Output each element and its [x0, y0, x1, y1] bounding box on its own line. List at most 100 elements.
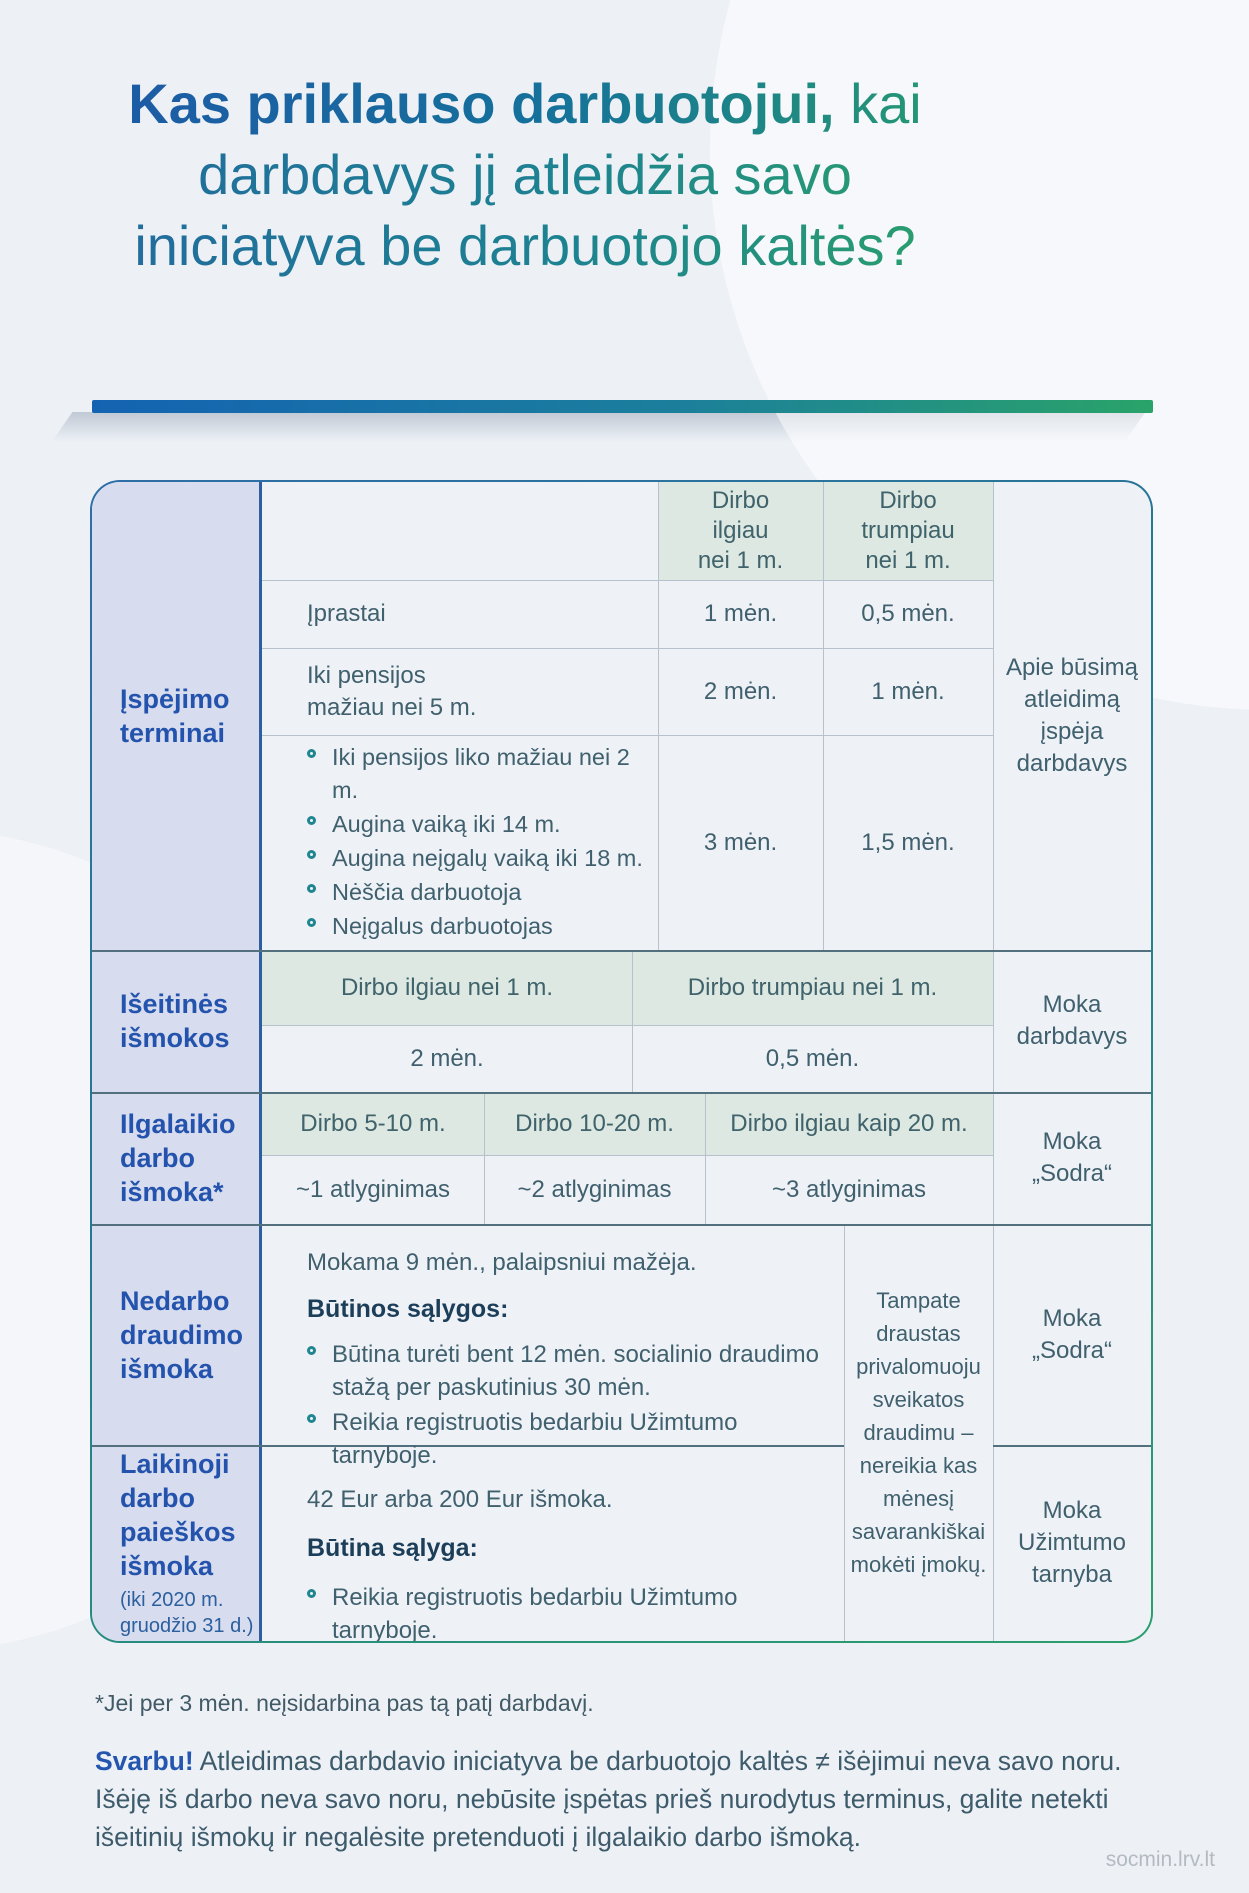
label-column-background: [92, 482, 259, 1641]
unemployment-content: Mokama 9 mėn., palaipsniui mažėja. Būtin…: [307, 1246, 837, 1474]
list-item: Reikia registruotis bedarbiu Užimtumo ta…: [307, 1406, 837, 1472]
severance-header-shorter: Dirbo trumpiau nei 1 m.: [687, 973, 938, 1001]
list-item: Reikia registruotis bedarbiu Užimtumo ta…: [307, 1581, 837, 1641]
section-divider: [92, 1445, 844, 1447]
unemployment-payer: Moka „Sodra“: [1031, 1304, 1113, 1364]
bullet-ring-icon: [307, 884, 316, 893]
grid-line: [658, 482, 659, 950]
title-line-3: iniciatyva be darbuotojo kaltės?: [0, 210, 1050, 281]
jobsearch-conditions-list: Reikia registruotis bedarbiu Užimtumo ta…: [307, 1581, 837, 1641]
title-line-1-bold: Kas priklauso darbuotojui,: [128, 72, 835, 135]
special-cases-list: Iki pensijos liko mažiau nei 2 m. Augina …: [307, 735, 662, 950]
title-line-1: Kas priklauso darbuotojui, kai: [0, 68, 1050, 139]
row-usual-label: Įprastai: [307, 600, 386, 627]
important-text: Atleidimas darbdavio iniciatyva be darbu…: [95, 1746, 1122, 1852]
grid-line: [262, 648, 993, 649]
benefits-table-inner: Įspėjimo terminai Dirbo ilgiau nei 1 m. …: [92, 482, 1151, 1641]
section-divider: [92, 950, 1151, 952]
list-item-text: Augina vaiką iki 14 m.: [332, 811, 561, 837]
grid-line: [823, 482, 824, 950]
grid-line: [262, 580, 993, 581]
benefits-table: Įspėjimo terminai Dirbo ilgiau nei 1 m. …: [90, 480, 1153, 1643]
jobsearch-intro: 42 Eur arba 200 Eur išmoka.: [307, 1486, 613, 1513]
severance-value-longer: 2 mėn.: [410, 1044, 484, 1072]
list-item-text: Reikia registruotis bedarbiu Užimtumo ta…: [332, 1409, 738, 1469]
longterm-value-2: ~2 atlyginimas: [517, 1175, 672, 1203]
bullet-ring-icon: [307, 1414, 316, 1423]
list-item-text: Neįgalus darbuotojas: [332, 913, 553, 939]
header-bg-longterm-1: [262, 1092, 484, 1155]
row-usual-value-longer: 1 mėn.: [703, 600, 778, 627]
longterm-value-3: ~3 atlyginimas: [771, 1175, 927, 1203]
list-item: Augina neįgalų vaiką iki 18 m.: [307, 842, 662, 875]
list-item-text: Būtina turėti bent 12 mėn. socialinio dr…: [332, 1341, 819, 1401]
severance-payer: Moka darbdavys: [1016, 991, 1128, 1050]
section-divider: [993, 1445, 1151, 1447]
list-item-text: Augina neįgalų vaiką iki 18 m.: [332, 845, 643, 871]
severance-header-longer: Dirbo ilgiau nei 1 m.: [340, 973, 554, 1001]
jobsearch-label-note: (iki 2020 m. gruodžio 31 d.): [120, 1589, 254, 1637]
list-item: Iki pensijos liko mažiau nei 2 m.: [307, 741, 662, 807]
list-item-text: Reikia registruotis bedarbiu Užimtumo ta…: [332, 1584, 738, 1641]
important-note: Svarbu! Atleidimas darbdavio iniciatyva …: [95, 1742, 1180, 1856]
list-item-text: Iki pensijos liko mažiau nei 2 m.: [332, 744, 630, 803]
grid-line: [262, 735, 993, 736]
list-item: Augina vaiką iki 14 m.: [307, 808, 662, 841]
longterm-header-1: Dirbo 5-10 m.: [300, 1109, 446, 1137]
row-usual-value-shorter: 0,5 mėn.: [861, 600, 955, 627]
longterm-payer: Moka „Sodra“: [1031, 1128, 1113, 1187]
important-label: Svarbu!: [95, 1746, 194, 1776]
col-header-worked-longer: Dirbo ilgiau nei 1 m.: [697, 487, 784, 574]
insured-note: Tampate draustas privalomuoju sveikatos …: [850, 1288, 987, 1577]
col-header-worked-shorter: Dirbo trumpiau nei 1 m.: [861, 487, 955, 574]
bullet-ring-icon: [307, 918, 316, 927]
title-line-1-rest: kai: [834, 72, 922, 135]
footnote: *Jei per 3 mėn. neįsidarbina pas tą patį…: [95, 1690, 594, 1716]
source-watermark: socmin.lrv.lt: [1105, 1848, 1215, 1871]
header-bg-worked-longer: [658, 482, 823, 580]
bullet-ring-icon: [307, 850, 316, 859]
row-special-value-longer: 3 mėn.: [703, 828, 778, 856]
jobsearch-label-text: Laikinoji darbo paieškos išmoka: [120, 1449, 236, 1581]
warning-payer-note: Apie būsimą atleidimą įspėja darbdavys: [1005, 654, 1139, 777]
section-label-jobsearch: Laikinoji darbo paieškos išmoka (iki 202…: [92, 1445, 259, 1641]
section-label-unemployment: Nedarbo draudimo išmoka: [120, 1285, 244, 1384]
section-divider: [92, 1224, 1151, 1226]
grid-line: [632, 950, 633, 1092]
header-bg-worked-shorter: [823, 482, 993, 580]
bullet-ring-icon: [307, 1589, 316, 1598]
section-label-severance: Išeitinės išmokos: [120, 989, 230, 1053]
list-item-text: Nėščia darbuotoja: [332, 879, 522, 905]
bullet-ring-icon: [307, 1346, 316, 1355]
page-title: Kas priklauso darbuotojui, kai darbdavys…: [0, 68, 1050, 281]
grid-line: [262, 1025, 993, 1026]
longterm-value-1: ~1 atlyginimas: [295, 1175, 451, 1203]
bullet-ring-icon: [307, 749, 316, 758]
section-label-longterm: Ilgalaikio darbo išmoka*: [120, 1109, 236, 1207]
label-column-border: [259, 482, 262, 1641]
row-pension5-value-longer: 2 mėn.: [703, 677, 778, 705]
header-bg-severance-1: [262, 950, 632, 1025]
row-special-value-shorter: 1,5 mėn.: [861, 828, 955, 856]
longterm-header-2: Dirbo 10-20 m.: [515, 1109, 674, 1137]
list-item: Nėščia darbuotoja: [307, 876, 662, 909]
list-item: Būtina turėti bent 12 mėn. socialinio dr…: [307, 1338, 837, 1404]
grid-line: [262, 1155, 993, 1156]
jobsearch-content: 42 Eur arba 200 Eur išmoka. Būtina sąlyg…: [307, 1483, 837, 1641]
longterm-header-3: Dirbo ilgiau kaip 20 m.: [730, 1109, 968, 1137]
section-divider: [92, 1092, 1151, 1094]
row-pension5-label: Iki pensijos mažiau nei 5 m.: [307, 661, 477, 721]
jobsearch-payer: Moka Užimtumo tarnyba: [1017, 1497, 1126, 1588]
unemployment-conditions-list: Būtina turėti bent 12 mėn. socialinio dr…: [307, 1338, 837, 1472]
header-bg-longterm-2: [484, 1092, 705, 1155]
grid-line: [484, 1092, 485, 1224]
jobsearch-condition-title: Būtina sąlyga:: [307, 1534, 478, 1562]
grid-line: [705, 1092, 706, 1224]
grid-line: [993, 482, 994, 1641]
list-item: Neįgalus darbuotojas: [307, 910, 662, 943]
header-bg-longterm-3: [705, 1092, 993, 1155]
unemployment-conditions-title: Būtinos sąlygos:: [307, 1295, 509, 1323]
header-bg-severance-2: [632, 950, 993, 1025]
section-label-warning-terms: Įspėjimo terminai: [120, 684, 230, 748]
